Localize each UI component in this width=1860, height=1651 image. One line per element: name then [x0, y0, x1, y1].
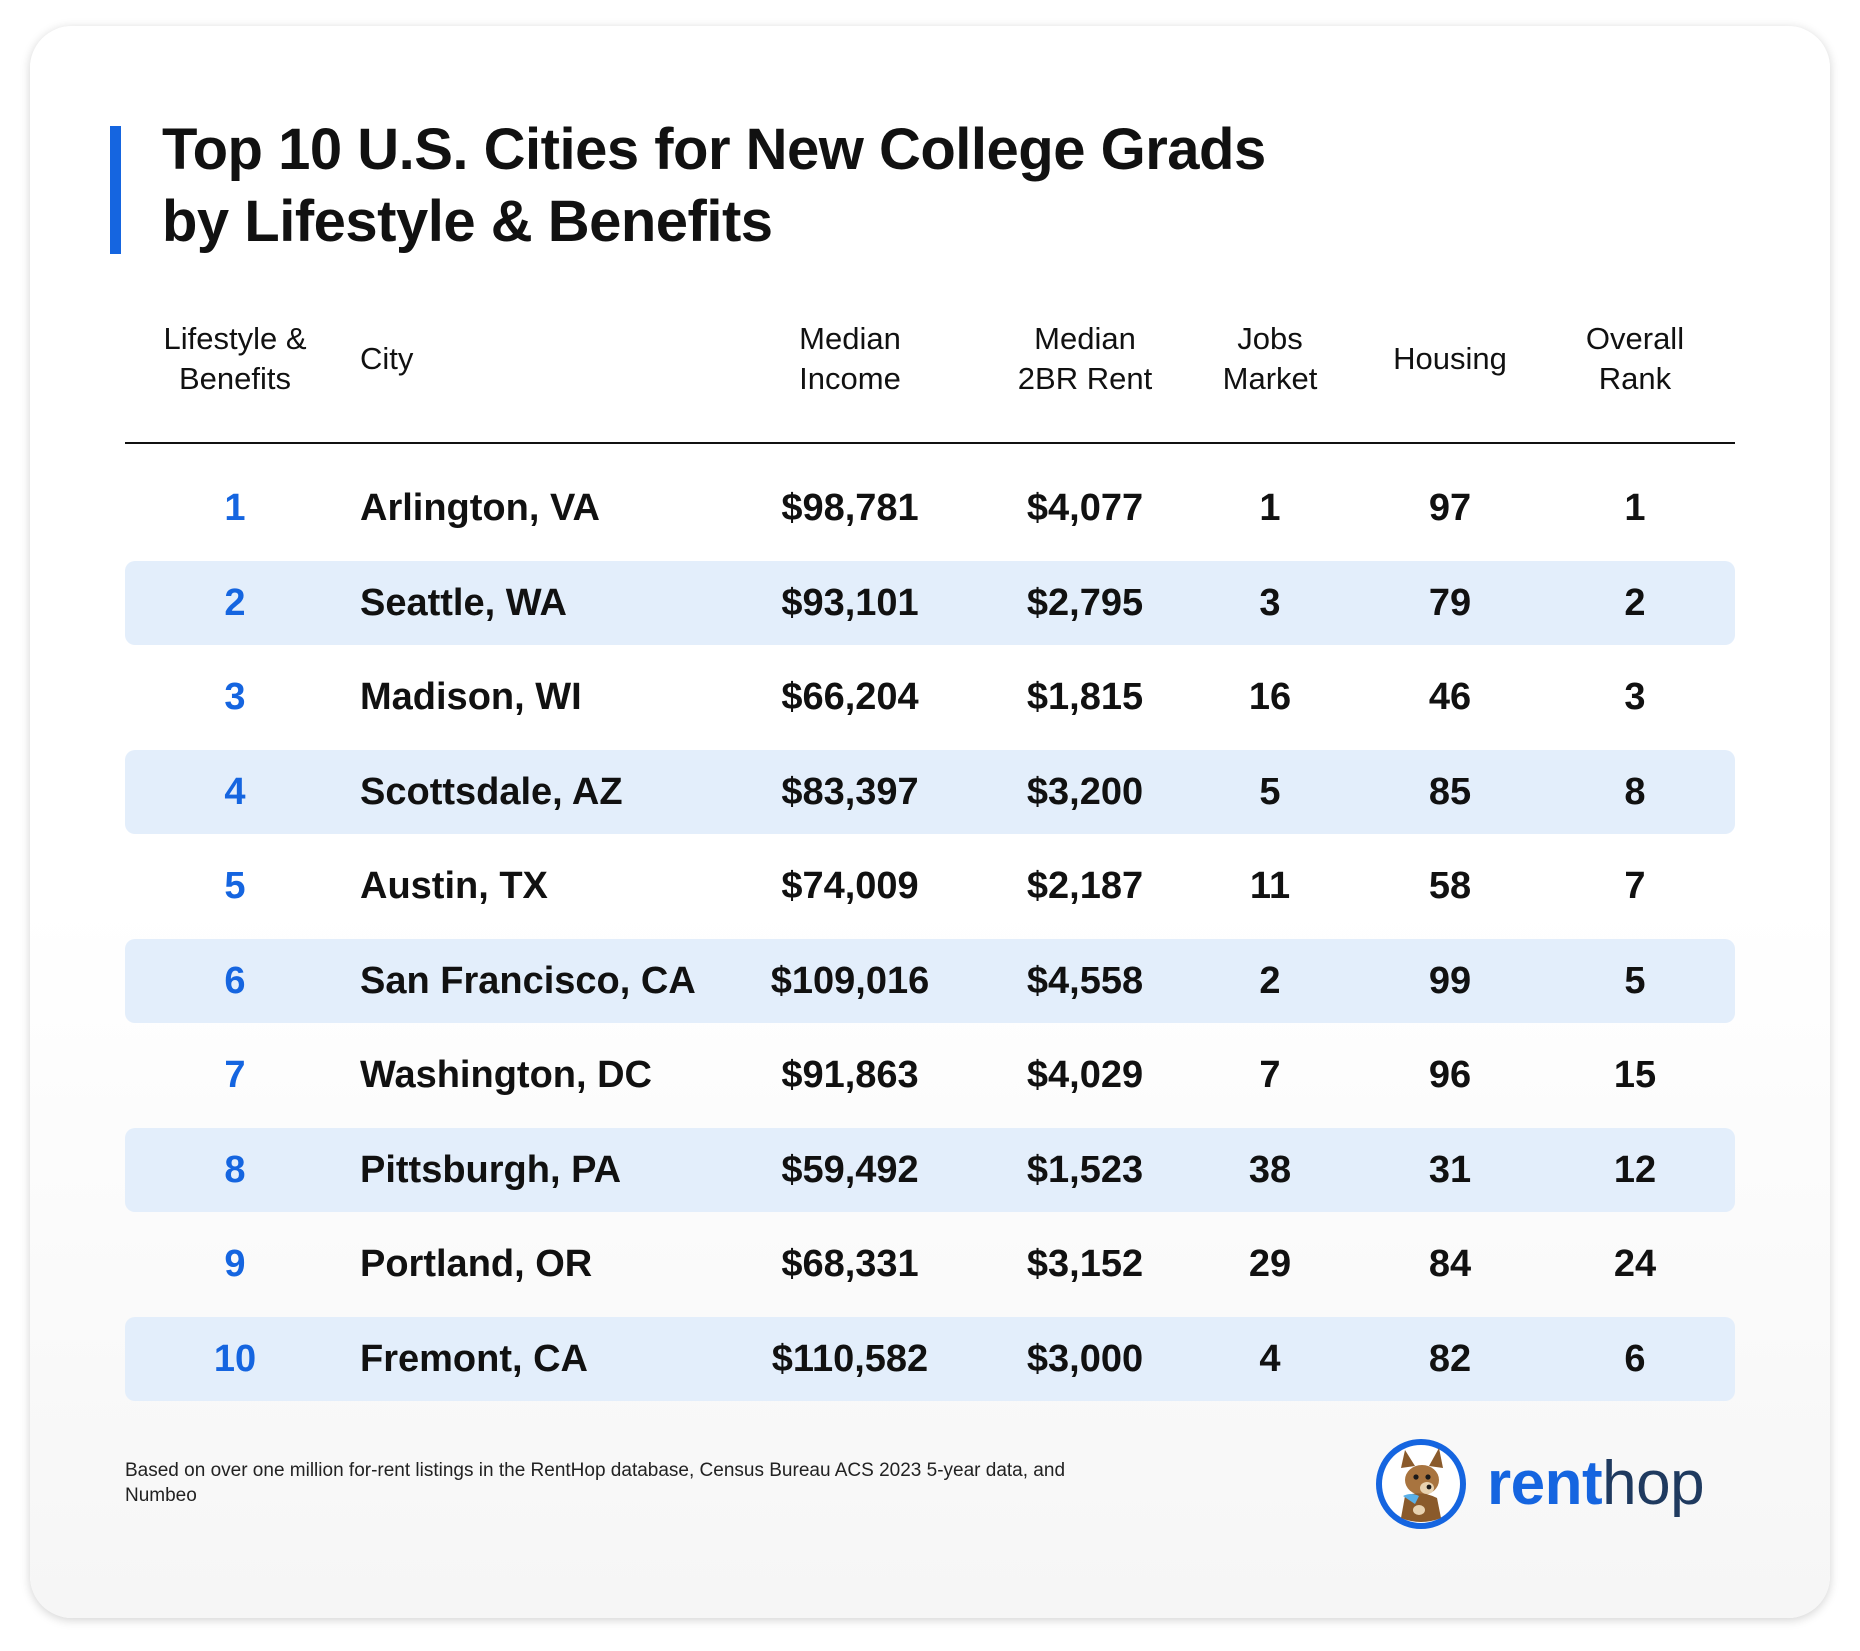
lifestyle-rank-cell: 2	[224, 582, 246, 624]
median-rent-cell: $4,558	[1026, 960, 1144, 1002]
housing-cell: 46	[1428, 676, 1472, 718]
brand-wordmark-rent: rent	[1487, 1449, 1603, 1518]
median-rent-cell: $2,187	[1026, 865, 1144, 907]
overall-rank-cell: 2	[1624, 582, 1646, 624]
median-rent-cell: $2,795	[1026, 582, 1144, 624]
housing-cell: 84	[1428, 1243, 1472, 1285]
header-col-housing: Housing	[1393, 341, 1507, 376]
renthop-logo: renthop	[1375, 1436, 1735, 1532]
source-footnote: Based on over one million for-rent listi…	[125, 1460, 1066, 1506]
median-income-cell: $74,009	[781, 865, 919, 907]
table-row: 4 Scottsdale, AZ $83,397 $3,200 5 85 8	[125, 750, 1735, 834]
median-rent-cell: $3,000	[1026, 1338, 1144, 1380]
city-cell: Madison, WI	[360, 676, 582, 718]
lifestyle-rank-cell: 4	[224, 771, 246, 813]
lifestyle-rank-cell: 7	[224, 1054, 246, 1096]
median-income-cell: $68,331	[781, 1243, 919, 1285]
jobs-market-cell: 5	[1259, 771, 1281, 813]
jobs-market-cell: 7	[1259, 1054, 1281, 1096]
overall-rank-cell: 3	[1624, 676, 1646, 718]
table-row: 8 Pittsburgh, PA $59,492 $1,523 38 31 12	[125, 1128, 1735, 1212]
housing-cell: 97	[1428, 487, 1472, 529]
jobs-market-cell: 1	[1259, 487, 1281, 529]
housing-cell: 79	[1428, 582, 1472, 624]
jobs-market-cell: 11	[1249, 865, 1291, 907]
table-row: 7 Washington, DC $91,863 $4,029 7 96 15	[125, 1033, 1735, 1117]
header-col-jobs-market: Jobs Market	[1222, 321, 1318, 396]
lifestyle-rank-cell: 6	[224, 960, 246, 1002]
city-cell: Pittsburgh, PA	[360, 1149, 622, 1191]
jobs-market-cell: 16	[1248, 676, 1292, 718]
housing-cell: 58	[1428, 865, 1472, 907]
table-row: 6 San Francisco, CA $109,016 $4,558 2 99 5	[125, 939, 1735, 1023]
lifestyle-rank-cell: 8	[224, 1149, 246, 1191]
housing-cell: 99	[1428, 960, 1472, 1002]
housing-cell: 82	[1428, 1338, 1472, 1380]
brand-wordmark-hop: hop	[1602, 1449, 1705, 1518]
median-income-cell: $93,101	[781, 582, 919, 624]
median-income-cell: $83,397	[781, 771, 919, 813]
city-cell: Portland, OR	[360, 1243, 593, 1285]
jobs-market-cell: 4	[1259, 1338, 1281, 1380]
median-rent-cell: $3,200	[1026, 771, 1144, 813]
header-divider	[125, 442, 1735, 444]
housing-cell: 31	[1428, 1149, 1472, 1191]
table-row: 2 Seattle, WA $93,101 $2,795 3 79 2	[125, 561, 1735, 645]
overall-rank-cell: 12	[1613, 1149, 1657, 1191]
median-rent-cell: $3,152	[1026, 1243, 1144, 1285]
dog-mascot-icon	[1376, 1439, 1466, 1529]
median-rent-cell: $1,523	[1026, 1149, 1144, 1191]
median-income-cell: $66,204	[781, 676, 919, 718]
title-line-2: by Lifestyle & Benefits	[162, 189, 773, 254]
table-row: 3 Madison, WI $66,204 $1,815 16 46 3	[125, 655, 1735, 739]
city-cell: Austin, TX	[360, 865, 548, 907]
title-line-1: Top 10 U.S. Cities for New College Grads	[162, 117, 1266, 182]
table-row: 5 Austin, TX $74,009 $2,187 11 58 7	[125, 844, 1735, 928]
median-rent-cell: $4,029	[1026, 1054, 1144, 1096]
header-col-city: City	[360, 341, 414, 376]
header-col-overall-rank: Overall Rank	[1585, 321, 1685, 396]
brand-wordmark: renthop	[1487, 1440, 1705, 1528]
city-cell: Seattle, WA	[360, 582, 567, 624]
city-cell: Fremont, CA	[360, 1338, 588, 1380]
overall-rank-cell: 1	[1624, 487, 1646, 529]
city-cell: Washington, DC	[360, 1054, 652, 1096]
table-row: 10 Fremont, CA $110,582 $3,000 4 82 6	[125, 1317, 1735, 1401]
jobs-market-cell: 3	[1259, 582, 1281, 624]
median-income-cell: $98,781	[781, 487, 919, 529]
median-rent-cell: $4,077	[1026, 487, 1144, 529]
housing-cell: 85	[1428, 771, 1472, 813]
median-income-cell: $109,016	[770, 960, 930, 1002]
overall-rank-cell: 15	[1613, 1054, 1657, 1096]
overall-rank-cell: 5	[1624, 960, 1646, 1002]
title-accent-bar	[110, 126, 121, 254]
lifestyle-rank-cell: 9	[224, 1243, 246, 1285]
lifestyle-rank-cell: 5	[224, 865, 246, 907]
median-income-cell: $110,582	[771, 1338, 929, 1380]
header-col-median-rent: Median 2BR Rent	[1017, 321, 1153, 396]
city-cell: San Francisco, CA	[360, 960, 696, 1002]
chart-title: Top 10 U.S. Cities for New College Grads…	[162, 114, 1266, 258]
overall-rank-cell: 7	[1624, 865, 1646, 907]
city-cell: Scottsdale, AZ	[360, 771, 623, 813]
housing-cell: 96	[1428, 1054, 1472, 1096]
lifestyle-rank-cell: 10	[213, 1338, 257, 1380]
table-row: 9 Portland, OR $68,331 $3,152 29 84 24	[125, 1222, 1735, 1306]
median-income-cell: $59,492	[781, 1149, 919, 1191]
city-cell: Arlington, VA	[360, 487, 600, 529]
overall-rank-cell: 6	[1624, 1338, 1646, 1380]
header-col-median-income: Median Income	[799, 321, 901, 396]
table-row: 1 Arlington, VA $98,781 $4,077 1 97 1	[125, 466, 1735, 550]
overall-rank-cell: 8	[1624, 771, 1646, 813]
lifestyle-rank-cell: 1	[224, 487, 246, 529]
median-income-cell: $91,863	[781, 1054, 919, 1096]
median-rent-cell: $1,815	[1026, 676, 1144, 718]
jobs-market-cell: 38	[1248, 1149, 1292, 1191]
header-col-lifestyle-rank: Lifestyle & Benefits	[163, 321, 307, 396]
jobs-market-cell: 29	[1248, 1243, 1292, 1285]
lifestyle-rank-cell: 3	[224, 676, 246, 718]
overall-rank-cell: 24	[1613, 1243, 1657, 1285]
jobs-market-cell: 2	[1259, 960, 1281, 1002]
